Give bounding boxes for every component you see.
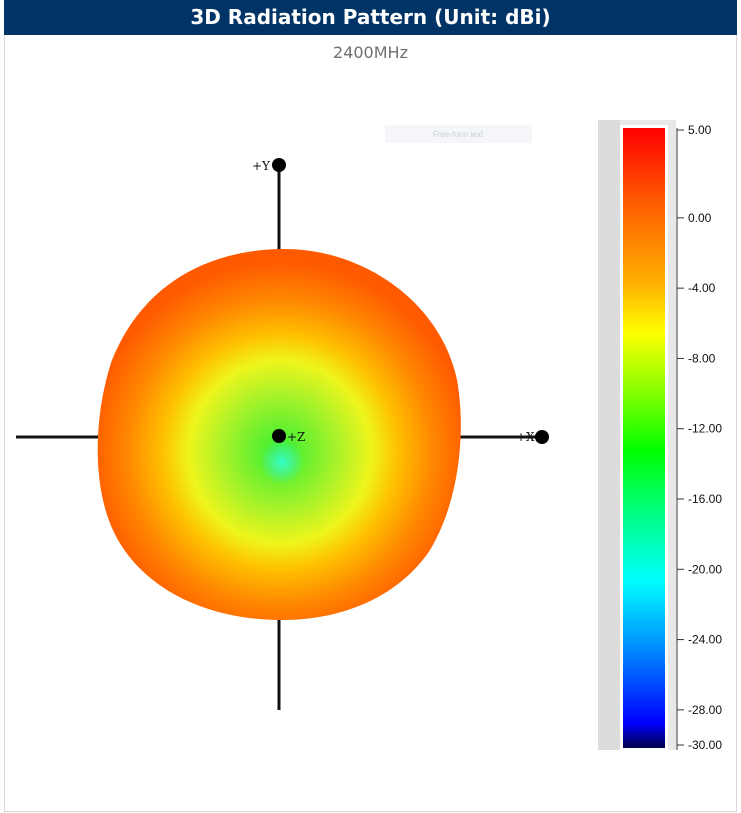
colorbar-tick-label: -28.00 [688,703,722,717]
chart-title: 3D Radiation Pattern (Unit: dBi) [4,0,737,35]
y-axis-endpoint [272,158,286,172]
overlay-text-box [385,125,532,143]
colorbar-tick-label: -20.00 [688,562,722,576]
colorbar [623,128,665,748]
overlay-text: Free-form text [433,130,484,139]
colorbar-tick-label: 5.00 [688,123,712,137]
y-axis-label: +Y [252,159,271,173]
colorbar-panel-edge [598,120,620,750]
colorbar-tick-label: -12.00 [688,422,722,436]
chart-frame [4,0,737,812]
colorbar-tick-label: -4.00 [688,281,716,295]
colorbar-ticks: 5.00 0.00 -4.00 -8.00 -12.00 -16.00 -20.00 -24.… [677,123,722,752]
z-axis-endpoint [272,429,286,443]
x-axis-label: +X [516,430,535,444]
pattern-null-region [260,440,304,484]
frequency-subtitle: 2400MHz [333,43,408,62]
z-axis-label: +Z [287,430,305,444]
colorbar-tick-label: -16.00 [688,492,722,506]
colorbar-tick-label: 0.00 [688,211,712,225]
colorbar-tick-label: -30.00 [688,738,722,752]
x-axis-endpoint [535,430,549,444]
colorbar-tick-label: -8.00 [688,351,716,365]
colorbar-tick-label: -24.00 [688,633,722,647]
